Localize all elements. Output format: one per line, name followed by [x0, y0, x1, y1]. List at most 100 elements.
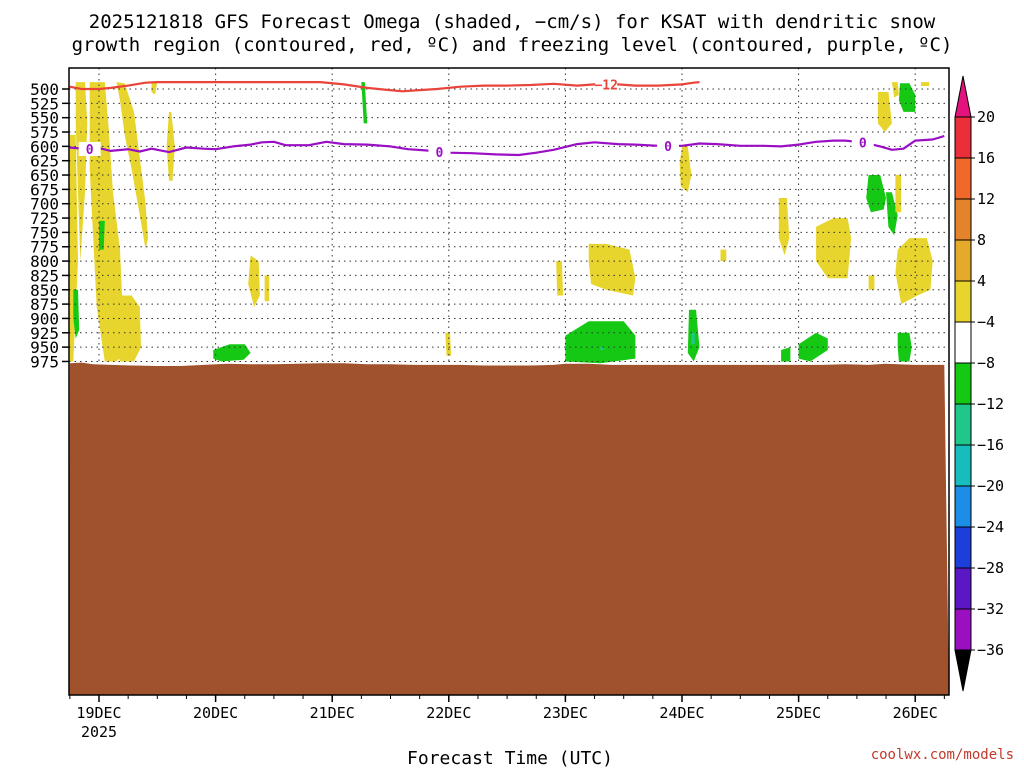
- omega-region: [116, 82, 148, 250]
- omega-region: [816, 218, 852, 279]
- colorbar-bin: [954, 239, 972, 282]
- pressure-tick-label: 975: [30, 352, 59, 371]
- colorbar-bin: [954, 116, 972, 159]
- omega-region: [679, 146, 692, 193]
- omega-region: [891, 82, 899, 98]
- date-tick-label: 22DEC: [426, 704, 471, 722]
- colorbar-label: −16: [977, 436, 1004, 454]
- freezing-level-contour-label-bg: [78, 141, 101, 156]
- terrain-layer: [69, 362, 949, 695]
- omega-region: [213, 344, 251, 362]
- pressure-tick-label: 525: [30, 94, 59, 113]
- omega-region: [921, 82, 930, 87]
- pressure-tick-label: 500: [30, 80, 59, 99]
- omega-colorbar: 20 16 12 8 4 −4 −8 −12 −16 −20 −24 −28 −32 −36: [954, 75, 1004, 692]
- colorbar-label: −28: [977, 559, 1004, 577]
- date-tick-label: 19DEC: [76, 704, 121, 722]
- colorbar-top-triangle: [954, 75, 972, 118]
- colorbar-label: −12: [977, 395, 1004, 413]
- dendritic-contour-minus12-label: −12: [594, 78, 617, 93]
- omega-region: [877, 91, 892, 132]
- freezing-level-contour-label: 0: [86, 143, 94, 158]
- freezing-level-contour-label-bg: [657, 138, 680, 153]
- colorbar-label: −8: [977, 354, 995, 372]
- omega-region: [895, 238, 933, 305]
- date-tick-label: 21DEC: [310, 704, 355, 722]
- credit-text: coolwx.com/models: [871, 747, 1014, 763]
- date-tick-label: 23DEC: [543, 704, 588, 722]
- omega-region: [866, 175, 886, 213]
- colorbar-label: 4: [977, 272, 986, 290]
- colorbar-bin: [954, 280, 972, 323]
- pressure-axis: 5005255505756006256506757007257507758008…: [30, 80, 69, 371]
- omega-region: [720, 249, 727, 262]
- freezing-level-contour-label: 0: [436, 146, 444, 161]
- pressure-tick-label: 700: [30, 195, 59, 214]
- freezing-level-contour-label: 0: [664, 140, 672, 155]
- colorbar-label: −32: [977, 600, 1004, 618]
- x-axis-label: Forecast Time (UTC): [407, 748, 613, 768]
- omega-region: [99, 220, 105, 250]
- colorbar-label: −20: [977, 477, 1004, 495]
- contour-layer: −12 0 0 0 0: [69, 77, 945, 161]
- pressure-tick-label: 750: [30, 223, 59, 242]
- date-tick-label: 24DEC: [659, 704, 704, 722]
- omega-region: [600, 347, 604, 350]
- pressure-tick-label: 850: [30, 281, 59, 300]
- freezing-level-contour-label-bg: [428, 144, 451, 159]
- omega-region: [778, 198, 790, 256]
- colorbar-bin: [954, 403, 972, 446]
- colorbar-bin: [954, 321, 972, 364]
- omega-region: [895, 175, 902, 213]
- omega-region: [897, 332, 912, 362]
- omega-region: [781, 347, 791, 362]
- pressure-tick-label: 875: [30, 295, 59, 314]
- colorbar-label: 16: [977, 149, 995, 167]
- omega-region: [798, 332, 828, 362]
- freezing-level-contour: [69, 134, 945, 157]
- omega-region: [248, 255, 260, 307]
- chart-title-line1: 2025121818 GFS Forecast Omega (shaded, −…: [89, 11, 936, 33]
- chart-title-line2: growth region (contoured, red, ºC) and f…: [72, 34, 953, 56]
- omega-region: [264, 275, 270, 302]
- colorbar-bin: [954, 444, 972, 487]
- colorbar-bin: [954, 567, 972, 610]
- omega-region: [113, 295, 141, 362]
- pressure-tick-label: 650: [30, 166, 59, 185]
- date-tick-label: 20DEC: [193, 704, 238, 722]
- omega-region: [73, 289, 80, 339]
- omega-region: [691, 332, 695, 345]
- pressure-tick-label: 825: [30, 266, 59, 285]
- pressure-tick-label: 725: [30, 209, 59, 228]
- colorbar-label: −4: [977, 313, 995, 331]
- pressure-tick-label: 775: [30, 238, 59, 257]
- pressure-tick-label: 600: [30, 137, 59, 156]
- freezing-level-contour-label: 0: [859, 136, 867, 151]
- colorbar-label: 8: [977, 231, 986, 249]
- colorbar-label: 12: [977, 190, 995, 208]
- colorbar-label: −36: [977, 641, 1004, 659]
- plot-area: −12 0 0 0 0: [68, 67, 950, 696]
- pressure-tick-label: 900: [30, 309, 59, 328]
- omega-region: [166, 111, 175, 181]
- omega-region: [588, 243, 636, 296]
- pressure-tick-label: 675: [30, 180, 59, 199]
- colorbar-label: 20: [977, 108, 995, 126]
- colorbar-bin: [954, 198, 972, 241]
- omega-region: [886, 192, 898, 236]
- omega-region: [151, 82, 158, 95]
- terrain-ground: [69, 362, 949, 695]
- colorbar-bin: [954, 157, 972, 200]
- pressure-tick-label: 625: [30, 152, 59, 171]
- omega-region: [565, 321, 636, 364]
- freezing-level-contour-label-bg: [851, 135, 874, 150]
- omega-region: [445, 332, 452, 356]
- omega-region: [361, 82, 368, 124]
- colorbar-bin: [954, 485, 972, 528]
- dendritic-contour-minus12-label-bg: [595, 77, 618, 92]
- plot-border: [68, 67, 950, 696]
- pressure-tick-label: 925: [30, 324, 59, 343]
- colorbar-bin: [954, 526, 972, 569]
- colorbar-label: −24: [977, 518, 1004, 536]
